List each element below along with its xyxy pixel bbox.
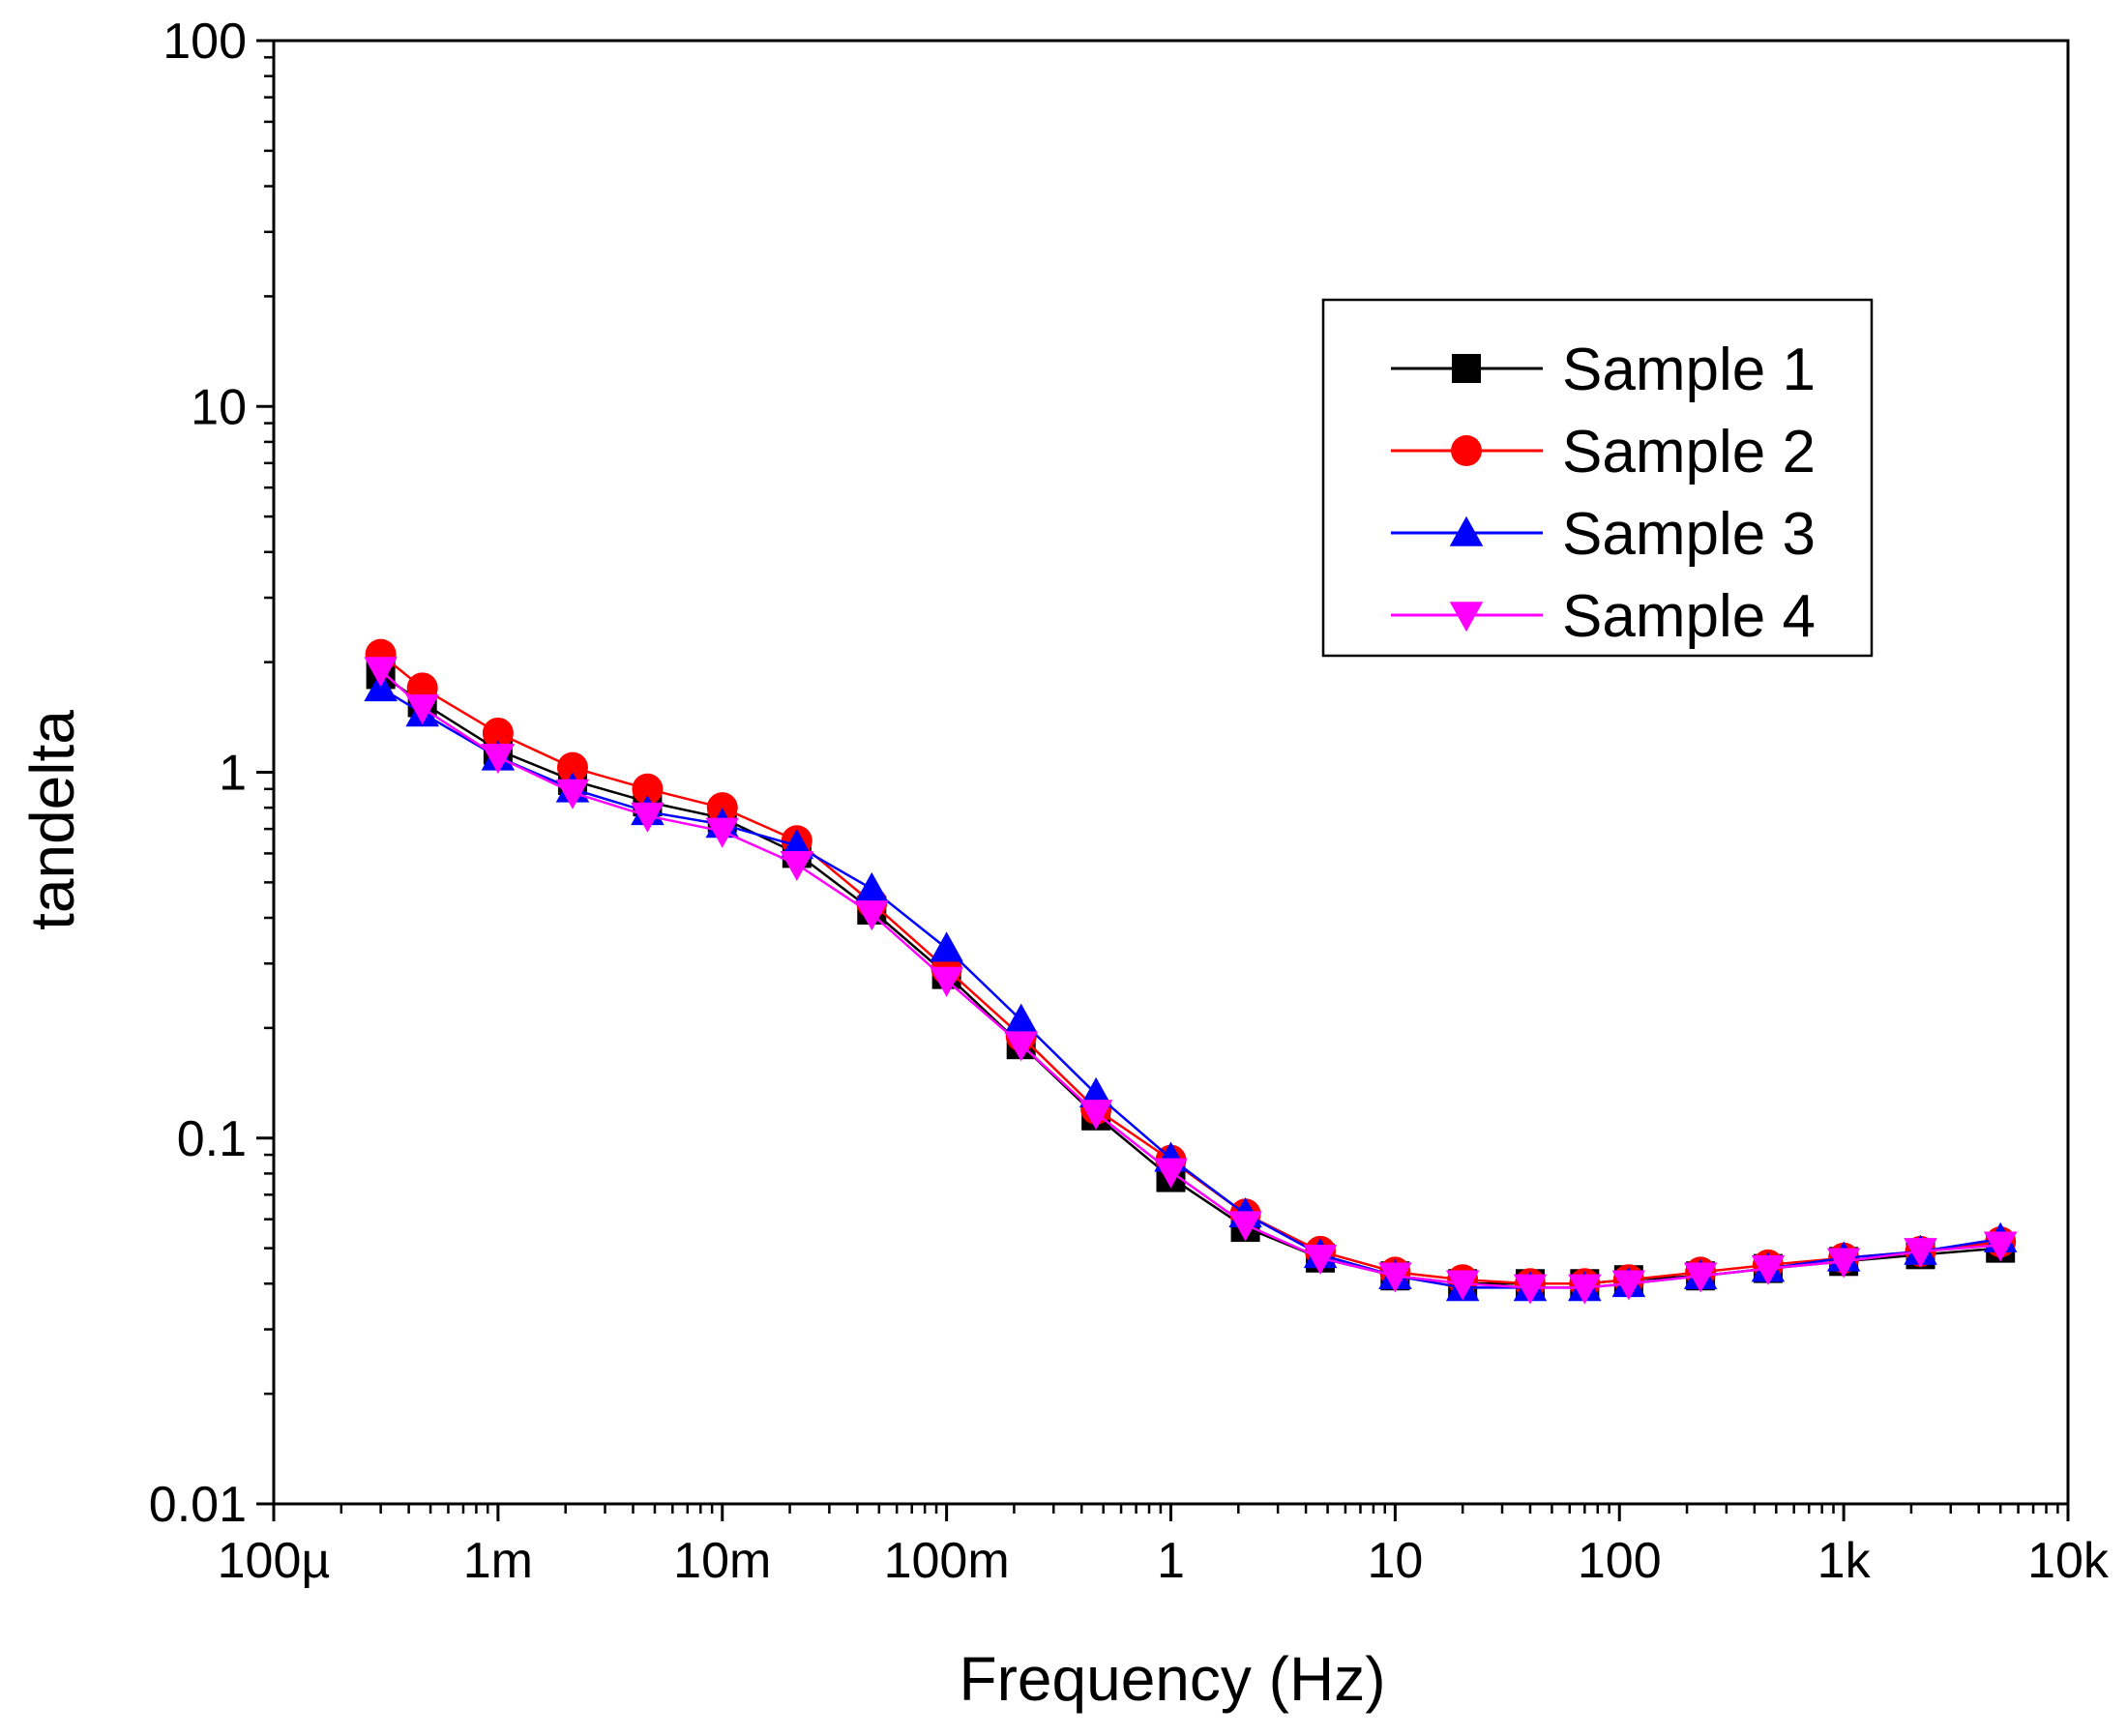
legend-label: Sample 3 <box>1562 501 1816 568</box>
x-axis-title: Frequency (Hz) <box>960 1644 1386 1714</box>
x-tick-label: 10m <box>673 1533 771 1589</box>
data-point <box>855 871 889 902</box>
data-point <box>780 850 814 881</box>
data-point <box>1378 1262 1412 1293</box>
y-tick-label: 100 <box>162 14 247 70</box>
legend-label: Sample 4 <box>1562 583 1816 650</box>
legend-label: Sample 1 <box>1562 337 1816 403</box>
data-point <box>556 751 588 783</box>
data-point <box>1445 1270 1480 1301</box>
data-point <box>1751 1254 1786 1285</box>
data-point <box>482 717 514 749</box>
data-point <box>1004 1031 1038 1062</box>
legend-marker <box>1451 435 1482 466</box>
legend-label: Sample 2 <box>1562 419 1816 485</box>
data-point <box>705 817 739 848</box>
data-point <box>930 966 963 997</box>
y-axis-title: tandelta <box>17 710 87 930</box>
data-point <box>855 900 889 931</box>
data-point <box>1228 1211 1262 1242</box>
series-1 <box>366 660 2016 1299</box>
data-point <box>405 694 439 725</box>
x-tick-label: 100m <box>884 1533 1010 1589</box>
x-tick-label: 1k <box>1817 1533 1872 1589</box>
axes-group: 100µ 1m 10m 100m 1 10 100 1k 10k 0.01 0.1 1 10 100 <box>149 14 2110 1589</box>
plot-frame <box>272 39 2070 1506</box>
data-point <box>1683 1262 1718 1293</box>
data-point <box>1611 1270 1646 1301</box>
data-point <box>1983 1231 2018 1262</box>
x-tick-label: 100 <box>1578 1533 1662 1589</box>
data-point <box>1154 1158 1188 1189</box>
data-point <box>1904 1238 1937 1269</box>
x-tick-label: 1 <box>1157 1533 1185 1589</box>
data-point <box>1078 1100 1113 1131</box>
data-point <box>1303 1244 1338 1276</box>
x-tick-label: 10 <box>1367 1533 1423 1589</box>
y-tick-label: 10 <box>191 379 247 435</box>
series-4 <box>364 657 2018 1305</box>
legend-marker <box>1452 354 1481 383</box>
legend-marker <box>1449 602 1484 633</box>
data-point <box>930 931 963 962</box>
y-tick-label: 0.1 <box>177 1111 247 1167</box>
data-point <box>481 744 516 775</box>
data-point <box>555 779 590 809</box>
data-point <box>1004 1003 1038 1034</box>
data-point <box>631 802 665 833</box>
series-2 <box>365 638 2017 1300</box>
data-point <box>706 792 738 824</box>
series-3 <box>364 671 2018 1302</box>
x-tick-label: 10k <box>2027 1533 2110 1589</box>
y-tick-label: 1 <box>219 746 247 802</box>
data-point <box>1826 1248 1861 1279</box>
data-point <box>1513 1274 1548 1305</box>
series-line <box>379 669 2001 1289</box>
data-point <box>1568 1274 1602 1305</box>
y-tick-label: 0.01 <box>149 1477 247 1533</box>
legend-marker <box>1449 515 1484 546</box>
series-group <box>364 638 2018 1305</box>
x-tick-label: 1m <box>463 1533 533 1589</box>
series-line <box>379 653 2001 1285</box>
x-tick-label: 100µ <box>218 1533 331 1589</box>
legend-box <box>1321 298 1874 658</box>
data-point <box>632 773 664 805</box>
series-line <box>379 687 2001 1289</box>
legend: Sample 1 Sample 2 Sample 3 Sample 4 <box>1321 298 1874 658</box>
series-line <box>379 673 2001 1285</box>
data-point <box>364 657 398 688</box>
